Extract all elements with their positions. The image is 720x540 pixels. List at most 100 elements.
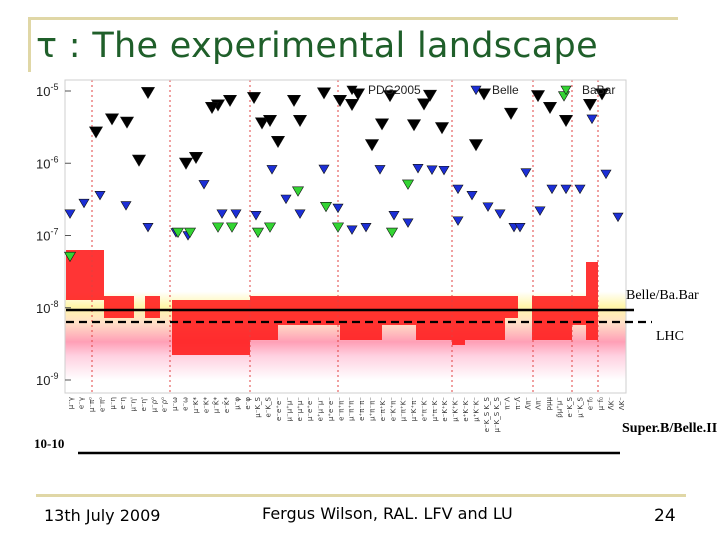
x-tick-label: e⁻ω bbox=[181, 397, 189, 411]
babar-marker bbox=[291, 186, 305, 197]
x-tick-label: μ⁻φ bbox=[233, 397, 241, 410]
babar-marker bbox=[211, 222, 225, 233]
pdg2005-marker bbox=[262, 115, 278, 127]
limit-1e10-label: 10-10 bbox=[34, 436, 65, 451]
reach-block bbox=[250, 296, 278, 340]
y-tick-label: 10-9 bbox=[36, 371, 58, 388]
x-tick-label: μ⁺e⁻e⁻ bbox=[327, 397, 335, 421]
belle-marker bbox=[452, 184, 464, 195]
babar-marker bbox=[385, 227, 399, 239]
x-tick-label: μ⁻K_S bbox=[576, 396, 584, 417]
y-tick-label: 10-8 bbox=[36, 299, 58, 316]
pdg2005-marker bbox=[542, 102, 558, 114]
pdg2005-marker bbox=[416, 98, 432, 111]
belle-marker bbox=[612, 212, 624, 223]
babar-marker bbox=[263, 222, 277, 233]
belle-marker bbox=[94, 191, 106, 201]
belle-marker bbox=[534, 206, 546, 216]
x-tick-label: μ⁺K⁻K⁻ bbox=[472, 397, 480, 422]
babar-marker bbox=[63, 251, 77, 263]
page-number: 24 bbox=[654, 506, 676, 526]
babar-marker bbox=[319, 202, 333, 213]
belle-marker bbox=[360, 222, 372, 233]
pdg2005-marker bbox=[503, 107, 519, 120]
reach-block bbox=[145, 296, 160, 318]
pdg2005-marker bbox=[104, 113, 120, 126]
pdg2005-marker bbox=[204, 102, 220, 114]
belle-marker bbox=[520, 168, 532, 178]
x-tick-label: π⁻Λ bbox=[504, 397, 512, 410]
lhc-limit-label: LHC bbox=[656, 329, 684, 344]
x-tick-label: μ⁻γ bbox=[67, 397, 75, 409]
pdg2005-marker bbox=[382, 90, 398, 103]
x-tick-label: μ⁻π⁰ bbox=[88, 397, 96, 412]
pdg2005-marker bbox=[468, 139, 484, 152]
pdg2005-marker bbox=[292, 115, 308, 127]
belle-marker bbox=[514, 222, 526, 233]
x-tick-label: e⁻γ bbox=[78, 397, 86, 409]
x-tick-label: e⁺π⁻K⁻ bbox=[420, 397, 428, 422]
x-tick-label: e⁻φ bbox=[244, 397, 252, 410]
x-tick-label: μ⁺π⁻K⁻ bbox=[431, 397, 439, 422]
superb-limit-label: Super.B/Belle.II bbox=[622, 421, 718, 436]
x-tick-label: e⁻η bbox=[119, 397, 127, 409]
pdg2005-marker bbox=[594, 88, 610, 101]
legend-marker bbox=[346, 85, 358, 96]
pdg2005-marker bbox=[178, 157, 194, 170]
reach-block bbox=[505, 296, 518, 318]
x-tick-label: e⁺K⁻K⁻ bbox=[462, 397, 470, 422]
babar-marker bbox=[171, 227, 185, 239]
belle-marker bbox=[438, 165, 450, 176]
footer-date: 13th July 2009 bbox=[44, 506, 161, 525]
pdg2005-marker bbox=[222, 94, 238, 107]
pdg2005-marker bbox=[140, 87, 156, 100]
belle-marker bbox=[120, 201, 132, 211]
pdg2005-marker bbox=[270, 136, 286, 148]
belle-marker bbox=[250, 211, 262, 221]
belle-marker bbox=[494, 209, 506, 219]
reach-block bbox=[465, 296, 505, 340]
pdg2005-marker bbox=[119, 116, 135, 129]
babar-marker bbox=[225, 222, 239, 233]
x-tick-label: e⁻π⁺K⁻ bbox=[379, 397, 387, 422]
pdg2005-marker bbox=[254, 117, 270, 130]
x-tick-label: pμμ bbox=[545, 396, 553, 410]
x-tick-label: e⁻η' bbox=[140, 397, 148, 411]
x-tick-label: ΛK⁻ bbox=[618, 397, 626, 410]
belle-marker bbox=[482, 202, 494, 212]
belle-marker bbox=[374, 165, 386, 175]
x-tick-label: e⁻f₀ bbox=[587, 397, 595, 410]
x-tick-label: e⁻e⁺e⁻ bbox=[275, 397, 283, 421]
top-rule bbox=[28, 17, 678, 20]
pdg2005-marker bbox=[88, 126, 104, 139]
x-tick-label: μ⁻K_S K_S bbox=[493, 396, 501, 432]
x-tick-label: e⁻π⁰ bbox=[98, 397, 106, 412]
reach-block bbox=[532, 296, 572, 340]
legend-label: Belle bbox=[492, 83, 519, 97]
x-tick-label: μ⁻π⁺K⁻ bbox=[400, 397, 408, 422]
belle-marker bbox=[294, 209, 306, 219]
x-tick-label: μ⁻K_S bbox=[254, 396, 262, 417]
pdg2005-marker bbox=[286, 94, 302, 107]
reach-block bbox=[66, 250, 104, 300]
pdg2005-marker bbox=[476, 88, 492, 101]
belle-marker bbox=[388, 211, 400, 221]
belle-marker bbox=[64, 209, 76, 219]
x-tick-label: μ⁻η' bbox=[130, 397, 138, 412]
belle-marker bbox=[560, 184, 572, 195]
babar-marker bbox=[401, 179, 415, 190]
belle-marker bbox=[216, 209, 228, 219]
pdg2005-marker bbox=[316, 87, 332, 100]
belle-marker bbox=[546, 184, 558, 195]
y-tick-label: 10-5 bbox=[36, 82, 58, 99]
belle-marker bbox=[78, 198, 90, 209]
x-tick-label: Λ̄K⁻ bbox=[607, 397, 615, 410]
reach-block bbox=[452, 296, 465, 345]
belle-marker bbox=[452, 216, 464, 226]
x-tick-label: e⁺π⁻π⁻ bbox=[358, 397, 366, 421]
pdg2005-marker bbox=[344, 99, 360, 111]
x-tick-label: μ⁻e⁺e⁻ bbox=[306, 397, 314, 421]
plot-frame bbox=[64, 79, 627, 394]
x-tick-label: e⁻K⁺π⁻ bbox=[389, 397, 397, 422]
belle-marker bbox=[198, 180, 210, 190]
